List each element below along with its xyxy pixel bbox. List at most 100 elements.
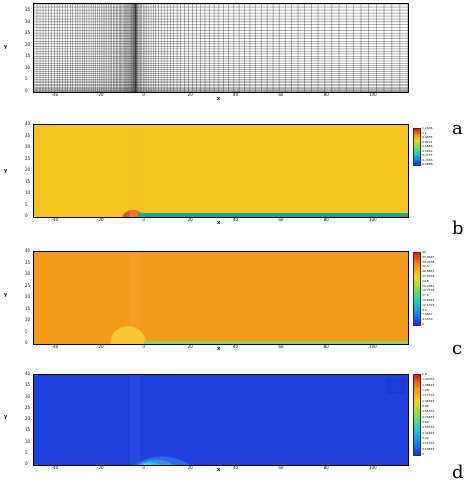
y-tick-label: 25 bbox=[25, 404, 31, 410]
y-tick-label: 25 bbox=[25, 282, 31, 288]
y-tick-label: 15 bbox=[25, 53, 31, 59]
colorbar-label: 34.9333 bbox=[422, 259, 435, 264]
colorbar-label: 40 bbox=[422, 250, 426, 254]
wall-layer bbox=[144, 341, 408, 344]
y-tick-label: 5 bbox=[25, 449, 28, 455]
x-tick-label: 0 bbox=[142, 92, 145, 97]
colorbar-label: 4.5333 bbox=[422, 317, 433, 322]
field-plot-d bbox=[33, 374, 409, 466]
colorbar-label: 32.4 bbox=[422, 264, 429, 269]
y-tick-label: 0 bbox=[25, 340, 28, 345]
colorbar-label: 17.2 bbox=[422, 293, 429, 298]
core bbox=[142, 463, 152, 465]
x-tick-label: -40 bbox=[51, 465, 59, 470]
y-tick-label: 35 bbox=[25, 382, 31, 388]
y-tick-label: 40 bbox=[25, 248, 31, 253]
panel-c: y x 40 37.4667 34.9333 32.4 29.8667 27.3333 24… bbox=[0, 246, 474, 366]
x-tick-label: 80 bbox=[323, 92, 329, 97]
x-tick-label: 100 bbox=[369, 217, 377, 222]
colorbar-label: 14.6667 bbox=[422, 298, 435, 302]
colorbar-label: 0.9555 bbox=[422, 135, 433, 139]
colorbar-label: 2 bbox=[422, 322, 424, 326]
panel-label: a bbox=[452, 118, 463, 139]
colorbar-label: 0.0888 bbox=[422, 162, 433, 166]
x-tick-label: -40 bbox=[51, 217, 59, 222]
y-tick-label: 5 bbox=[25, 76, 28, 82]
x-tick-label: 100 bbox=[369, 344, 377, 349]
x-tick-label: 20 bbox=[187, 217, 193, 222]
panel-d: y x 1.6 1.49333 1.38667 1.28 1.17333 1.06667 0… bbox=[0, 368, 474, 483]
colorbar-label: 0.85333 bbox=[422, 409, 435, 414]
colorbar-label: 24.8 bbox=[422, 278, 429, 283]
field-plot-b bbox=[33, 124, 409, 218]
x-tick-label: 80 bbox=[323, 344, 329, 349]
y-tick-label: 15 bbox=[25, 427, 31, 433]
colorbar-label: 0.2333 bbox=[422, 157, 433, 162]
colorbar-label: 9.6 bbox=[422, 307, 427, 312]
colorbar-label: 27.3333 bbox=[422, 274, 435, 278]
y-tick-label: 40 bbox=[25, 371, 31, 376]
colorbar-label: 22.2667 bbox=[422, 283, 435, 288]
colorbar-label: 1.6 bbox=[422, 372, 427, 376]
colorbar-label: 0.32 bbox=[422, 436, 429, 440]
x-tick-label: 100 bbox=[369, 92, 377, 97]
colorbar-label: 1.17333 bbox=[422, 393, 435, 398]
x-tick-label: 60 bbox=[278, 217, 284, 222]
colorbar-label: 0.64 bbox=[422, 420, 429, 424]
x-tick-label: -40 bbox=[51, 92, 59, 97]
x-tick-label: 40 bbox=[233, 217, 239, 222]
field-b bbox=[34, 125, 408, 217]
field-d bbox=[34, 375, 408, 465]
x-tick-label: 0 bbox=[142, 344, 145, 349]
colorbar-label: 7.0667 bbox=[422, 312, 433, 317]
x-tick-label: 40 bbox=[233, 465, 239, 470]
field-plot-c bbox=[33, 251, 409, 345]
y-tick-label: 25 bbox=[25, 155, 31, 161]
y-tick-label: 25 bbox=[25, 30, 31, 36]
panel-b: y x 1.2436 1.1 0.9555 0.8111 0.6666 0.5222 0.3… bbox=[0, 118, 474, 240]
colorbar-label: 1.38667 bbox=[422, 382, 435, 387]
panel-label: d bbox=[452, 462, 464, 483]
colorbar-label: 0.96 bbox=[422, 404, 429, 408]
colorbar-label: 0.10667 bbox=[422, 446, 435, 451]
colorbar-label: 19.7333 bbox=[422, 288, 435, 293]
x-axis-label: x bbox=[217, 467, 221, 473]
y-tick-label: 20 bbox=[25, 294, 31, 299]
y-tick-label: 0 bbox=[25, 461, 28, 466]
colorbar-label: 1.28 bbox=[422, 388, 429, 392]
x-tick-label: 80 bbox=[323, 465, 329, 470]
x-axis-label: x bbox=[217, 96, 221, 102]
x-tick-label: 60 bbox=[278, 465, 284, 470]
y-tick-label: 10 bbox=[25, 317, 31, 322]
colorbar-label: 12.1333 bbox=[422, 302, 435, 307]
y-tick-label: 30 bbox=[25, 271, 31, 276]
x-tick-label: 20 bbox=[187, 344, 193, 349]
y-tick-label: 10 bbox=[25, 438, 31, 444]
x-axis-label: x bbox=[217, 220, 221, 226]
colorbar-label: 1.49333 bbox=[422, 377, 435, 382]
panel-a: y x a -40 -20 0 20 40 60 80 100 0 5 10 15 20 25 30 35 bbox=[0, 0, 474, 139]
colorbar-label: 1.06667 bbox=[422, 398, 435, 403]
y-axis-label: y bbox=[4, 168, 8, 174]
x-tick-label: -20 bbox=[97, 92, 104, 97]
colorbar-label: 0.8111 bbox=[422, 139, 433, 144]
y-tick-label: 0 bbox=[25, 88, 28, 93]
x-tick-label: 40 bbox=[233, 344, 239, 349]
colorbar-label: 0.42667 bbox=[422, 430, 435, 435]
colorbar-label: 29.8667 bbox=[422, 269, 435, 274]
y-tick-label: 30 bbox=[25, 144, 31, 149]
y-tick-label: 35 bbox=[25, 259, 31, 265]
y-axis-label: y bbox=[4, 292, 8, 298]
y-tick-label: 35 bbox=[25, 6, 31, 12]
wall-layer bbox=[138, 213, 408, 217]
y-tick-label: 30 bbox=[25, 393, 31, 399]
y-tick-label: 10 bbox=[25, 64, 31, 70]
x-tick-label: 80 bbox=[323, 217, 329, 222]
x-tick-label: 0 bbox=[142, 465, 145, 470]
mesh-plot bbox=[33, 3, 409, 93]
colorbar-label: 1.2436 bbox=[422, 126, 433, 130]
y-tick-label: 5 bbox=[25, 201, 28, 207]
colorbar-label: 0.74667 bbox=[422, 414, 435, 419]
colorbar-label: 1.1 bbox=[422, 130, 427, 135]
y-tick-label: 35 bbox=[25, 132, 31, 138]
